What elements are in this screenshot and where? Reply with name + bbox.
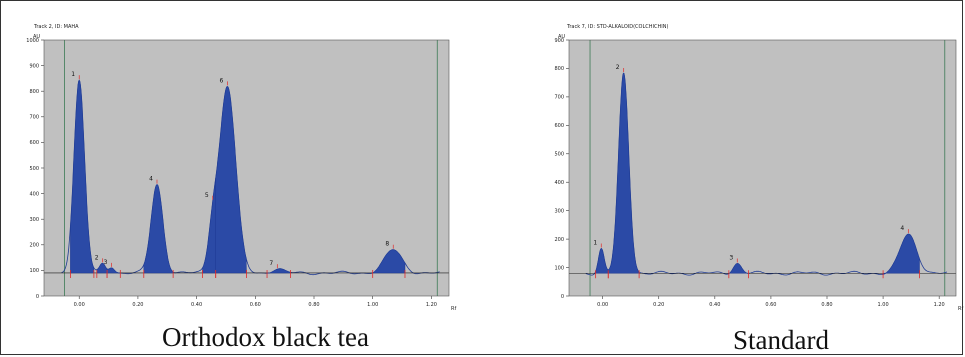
peak-4 [143,184,174,274]
peak-label: 1 [71,71,75,78]
y-axis-label: AU [558,34,565,40]
peak-label: 4 [149,176,153,183]
peak-label: 6 [220,77,224,84]
y-tick-label: 900 [29,63,39,69]
y-tick-label: 700 [554,95,564,101]
peak-label: 3 [104,259,108,266]
y-axis-label: AU [33,34,40,40]
x-tick-label: 1.20 [934,302,945,308]
y-tick-label: 100 [29,268,39,274]
peak-3 [106,267,121,274]
plot-border [568,39,957,297]
peak-7 [266,268,291,274]
y-tick-label: 500 [554,152,564,158]
peak-label: 4 [900,225,904,232]
peak-label: 1 [593,239,597,246]
peak-label: 5 [205,192,209,199]
y-tick-label: 300 [29,217,39,223]
peak-label: 3 [729,254,733,261]
peak-5 [202,177,216,274]
caption-right: Standard [733,325,829,355]
y-tick-label: 0 [561,294,564,300]
y-tick-label: 200 [29,243,39,249]
x-axis-label: Rf [958,306,963,312]
y-tick-label: 0 [36,294,39,300]
x-tick-label: 1.20 [426,302,437,308]
chart-title: Track 2, ID: MAHA [33,24,79,30]
caption-left: Orthodox black tea [162,322,369,352]
y-tick-label: 900 [554,38,564,44]
x-tick-label: 0.40 [709,302,720,308]
y-tick-label: 400 [29,191,39,197]
y-tick-label: 700 [29,115,39,121]
peak-4 [882,233,920,275]
x-tick-label: 0.20 [653,302,664,308]
peak-2 [608,72,640,274]
x-tick-label: 1.00 [878,302,889,308]
y-tick-label: 200 [554,237,564,243]
y-tick-label: 800 [554,66,564,72]
x-axis-label: Rf [451,306,456,312]
peak-1 [595,248,609,274]
plot-area [44,40,449,296]
x-tick-label: 0.80 [308,302,319,308]
chart-title: Track 7, ID: STD-ALKALOID(COLCHICHIN) [566,24,668,30]
peak-2 [96,263,108,274]
y-tick-label: 600 [554,123,564,129]
x-tick-label: 0.60 [250,302,261,308]
x-tick-label: 0.00 [597,302,608,308]
y-tick-label: 800 [29,89,39,95]
peak-label: 2 [95,254,99,261]
peak-3 [728,263,749,275]
x-tick-label: 0.00 [74,302,85,308]
y-tick-label: 100 [554,265,564,271]
peak-6 [215,86,247,274]
peak-1 [70,79,95,274]
y-tick-label: 600 [29,140,39,146]
x-tick-label: 0.60 [765,302,776,308]
y-tick-label: 500 [29,166,39,172]
plot-border [43,39,450,297]
y-tick-label: 400 [554,180,564,186]
x-tick-label: 0.20 [132,302,143,308]
peak-label: 8 [385,241,389,248]
chart-2: Track 7, ID: STD-ALKALOID(COLCHICHIN)AU R… [554,24,963,312]
y-tick-label: 300 [554,208,564,214]
chart-1: Track 2, ID: MAHA AU Rf 0 100 200 300 400 500 600… [26,24,456,312]
y-tick-label: 1000 [26,38,39,44]
peak-label: 2 [616,64,620,71]
x-tick-label: 0.80 [821,302,832,308]
x-tick-label: 0.40 [191,302,202,308]
peak-label: 7 [269,260,273,267]
peak-8 [372,249,406,274]
x-tick-label: 1.00 [367,302,378,308]
